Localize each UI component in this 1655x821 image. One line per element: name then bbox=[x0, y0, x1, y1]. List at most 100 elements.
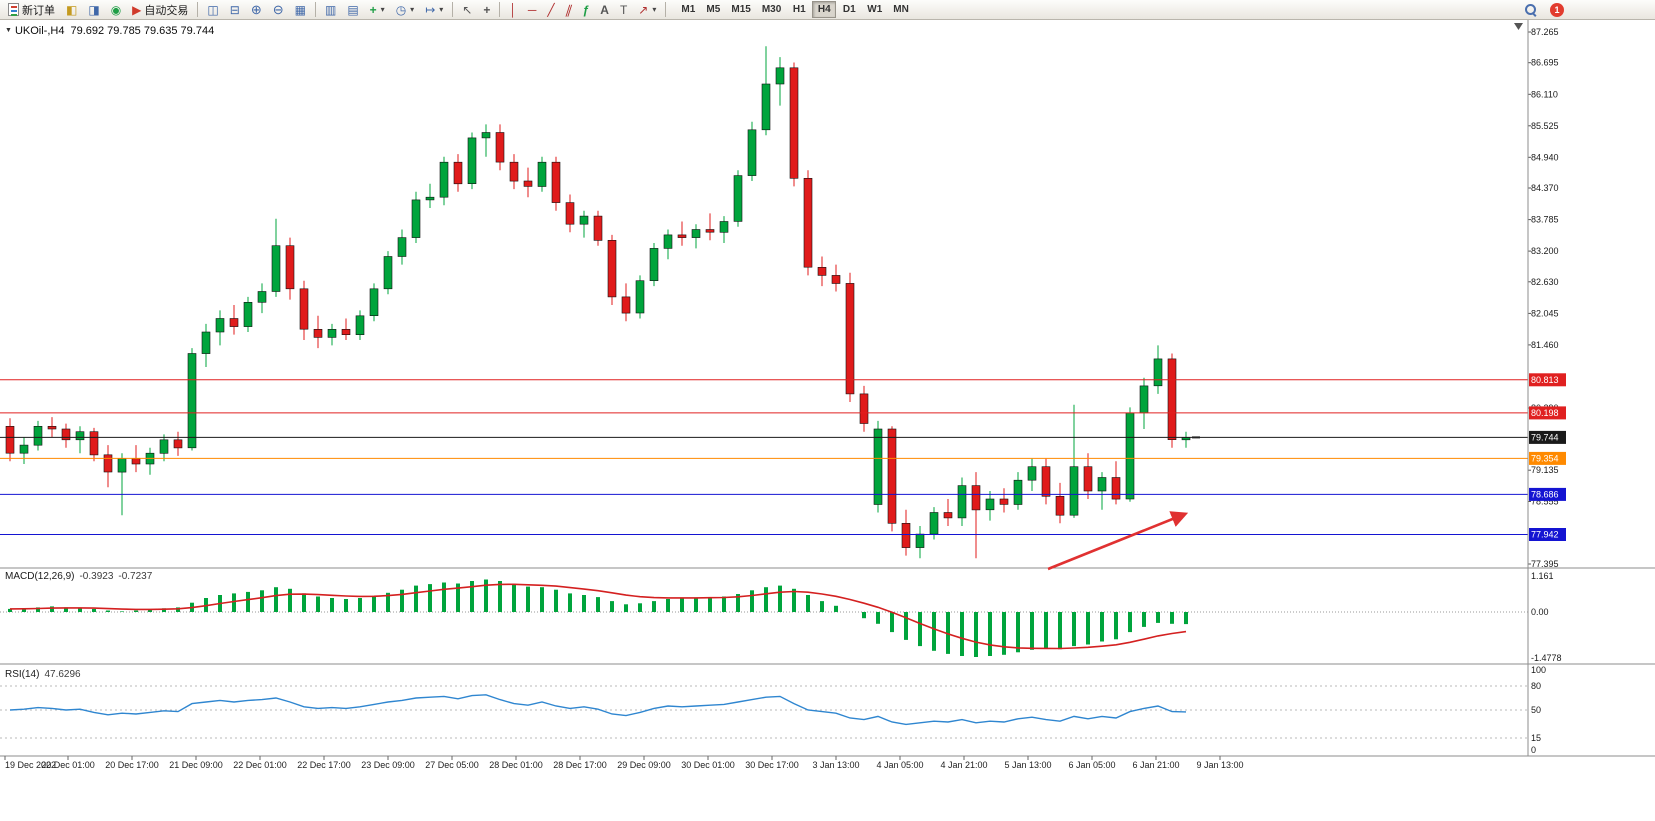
svg-text:20 Dec 17:00: 20 Dec 17:00 bbox=[105, 760, 159, 770]
new-chart-button[interactable]: ◫ bbox=[202, 1, 223, 19]
svg-text:22 Dec 17:00: 22 Dec 17:00 bbox=[297, 760, 351, 770]
charts-window-button[interactable]: ◧ bbox=[61, 1, 82, 19]
clock-icon: ◷ bbox=[395, 2, 407, 17]
fibonacci-button[interactable]: ƒ bbox=[578, 1, 595, 19]
chart-bars-button[interactable]: ▥ bbox=[320, 1, 341, 19]
arrows-tool-button[interactable]: ↗ ▾ bbox=[633, 1, 661, 19]
scroll-to-end-marker[interactable] bbox=[1514, 23, 1523, 30]
cursor-button[interactable]: ↖ bbox=[457, 1, 477, 19]
chart-title: ▼ UKOil-,H4 79.692 79.785 79.635 79.744 bbox=[5, 25, 214, 37]
zoom-in-icon: ⊕ bbox=[250, 2, 262, 17]
navigator-button[interactable]: ◉ bbox=[106, 1, 126, 19]
svg-text:9 Jan 13:00: 9 Jan 13:00 bbox=[1196, 760, 1243, 770]
level-lines[interactable]: 80.813 80.198 79.744 79.354 78.686 77.942 bbox=[0, 373, 1566, 541]
svg-text:22 Dec 01:00: 22 Dec 01:00 bbox=[233, 760, 287, 770]
trendline-button[interactable]: ╱ bbox=[542, 1, 559, 19]
svg-text:30 Dec 01:00: 30 Dec 01:00 bbox=[681, 760, 735, 770]
timeframe-mn-button[interactable]: MN bbox=[888, 1, 914, 18]
svg-text:23 Dec 09:00: 23 Dec 09:00 bbox=[361, 760, 415, 770]
crosshair-button[interactable]: + bbox=[478, 1, 495, 19]
toolbar-separator bbox=[314, 2, 316, 17]
macd-signal-value: -0.7237 bbox=[118, 571, 153, 582]
svg-text:83.785: 83.785 bbox=[1531, 215, 1559, 225]
svg-text:79.135: 79.135 bbox=[1531, 465, 1559, 475]
trend-arrow[interactable] bbox=[1047, 511, 1189, 571]
svg-text:86.110: 86.110 bbox=[1531, 89, 1558, 99]
chart-shift-button[interactable]: ↦ ▾ bbox=[420, 1, 448, 19]
fibonacci-icon: ƒ bbox=[582, 2, 590, 17]
svg-text:6 Jan 05:00: 6 Jan 05:00 bbox=[1068, 760, 1115, 770]
timeframe-m15-button[interactable]: M15 bbox=[726, 1, 755, 18]
indicators-button[interactable]: + ▾ bbox=[365, 1, 390, 19]
trendline-icon: ╱ bbox=[547, 2, 555, 17]
svg-text:-1.4778: -1.4778 bbox=[1531, 653, 1562, 663]
vertical-line-button[interactable]: │ bbox=[504, 1, 522, 19]
svg-text:15: 15 bbox=[1531, 733, 1541, 743]
svg-text:6 Jan 21:00: 6 Jan 21:00 bbox=[1132, 760, 1179, 770]
svg-text:29 Dec 09:00: 29 Dec 09:00 bbox=[617, 760, 671, 770]
svg-text:80.198: 80.198 bbox=[1531, 408, 1559, 418]
timeframe-w1-button[interactable]: W1 bbox=[862, 1, 887, 18]
timeframe-m1-button[interactable]: M1 bbox=[676, 1, 700, 18]
chevron-down-icon: ▾ bbox=[652, 5, 657, 14]
text-tool-icon: A bbox=[600, 2, 609, 17]
text-label-button[interactable]: T bbox=[615, 1, 632, 19]
svg-text:77.942: 77.942 bbox=[1531, 530, 1559, 540]
zoom-out-icon: ⊖ bbox=[272, 2, 284, 17]
timeframe-m30-button[interactable]: M30 bbox=[757, 1, 786, 18]
text-tool-button[interactable]: A bbox=[595, 1, 614, 19]
market-watch-icon: ◨ bbox=[88, 2, 100, 17]
autotrade-button[interactable]: ▶ 自动交易 bbox=[127, 1, 193, 19]
chevron-down-icon: ▾ bbox=[380, 5, 385, 14]
svg-text:84.940: 84.940 bbox=[1531, 152, 1559, 162]
profiles-button[interactable]: ⊟ bbox=[225, 1, 245, 19]
horizontal-line-button[interactable]: ─ bbox=[523, 1, 542, 19]
cascade-windows-icon: ⊟ bbox=[229, 2, 240, 17]
grid-icon: ▦ bbox=[294, 2, 306, 17]
navigator-icon: ◉ bbox=[110, 2, 122, 17]
svg-text:86.695: 86.695 bbox=[1531, 58, 1559, 68]
chart-window: 87.265 86.695 86.110 85.525 84.940 84.370 83.7… bbox=[0, 20, 1655, 821]
macd-layer: 1.161 0.00 -1.4778 bbox=[8, 571, 1562, 663]
notification-badge[interactable]: 1 bbox=[1550, 2, 1564, 17]
toolbar: 新订单 ◧ ◨ ◉ ▶ 自动交易 ◫ ⊟ ⊕ ⊖ ▦ ▥ ▤ + ▾ ◷ ▾ ↦… bbox=[0, 0, 1655, 20]
price-axis[interactable]: 87.265 86.695 86.110 85.525 84.940 84.370 83.7… bbox=[1528, 27, 1559, 569]
svg-text:82.630: 82.630 bbox=[1531, 277, 1559, 287]
zoom-in-button[interactable]: ⊕ bbox=[246, 1, 267, 19]
chart-ohlc-values: 79.692 79.785 79.635 79.744 bbox=[70, 25, 215, 37]
svg-text:28 Dec 17:00: 28 Dec 17:00 bbox=[553, 760, 607, 770]
market-watch-button[interactable]: ◨ bbox=[83, 1, 104, 19]
svg-text:19 Dec 2022: 19 Dec 2022 bbox=[5, 760, 56, 770]
candle-chart-icon: ▤ bbox=[347, 2, 359, 17]
svg-text:79.744: 79.744 bbox=[1531, 433, 1559, 443]
chart-shift-icon: ↦ bbox=[425, 2, 436, 17]
svg-text:83.200: 83.200 bbox=[1531, 246, 1559, 256]
macd-label: MACD(12,26,9) -0.3923 -0.7237 bbox=[5, 571, 152, 582]
timeframe-group: M1 M5 M15 M30 H1 H4 D1 W1 MN bbox=[676, 1, 913, 18]
svg-text:0: 0 bbox=[1531, 745, 1536, 755]
svg-text:78.686: 78.686 bbox=[1531, 490, 1559, 500]
cursor-icon: ↖ bbox=[462, 2, 473, 17]
new-order-label: 新订单 bbox=[22, 4, 55, 17]
chevron-down-icon: ▾ bbox=[410, 5, 415, 14]
search-button[interactable] bbox=[1519, 1, 1542, 19]
tile-grid-button[interactable]: ▦ bbox=[290, 1, 311, 19]
toolbar-separator bbox=[665, 2, 667, 17]
chart-canvas[interactable]: 87.265 86.695 86.110 85.525 84.940 84.370 83.7… bbox=[0, 20, 1655, 821]
timeframe-h4-button[interactable]: H4 bbox=[812, 1, 837, 18]
new-order-button[interactable]: 新订单 bbox=[3, 1, 60, 19]
chart-candles-button[interactable]: ▤ bbox=[342, 1, 363, 19]
timeframe-h1-button[interactable]: H1 bbox=[787, 1, 811, 18]
periods-button[interactable]: ◷ ▾ bbox=[391, 1, 420, 19]
chart-window-icon: ◧ bbox=[66, 2, 78, 17]
timeframe-d1-button[interactable]: D1 bbox=[837, 1, 861, 18]
svg-text:87.265: 87.265 bbox=[1531, 27, 1559, 37]
timeframe-m5-button[interactable]: M5 bbox=[701, 1, 725, 18]
toolbar-separator bbox=[452, 2, 454, 17]
chart-symbol: UKOil-,H4 bbox=[14, 25, 65, 37]
channel-button[interactable]: ∥ bbox=[561, 1, 577, 19]
zoom-out-button[interactable]: ⊖ bbox=[268, 1, 289, 19]
svg-text:1.161: 1.161 bbox=[1531, 571, 1554, 581]
svg-text:78.555: 78.555 bbox=[1531, 497, 1559, 507]
